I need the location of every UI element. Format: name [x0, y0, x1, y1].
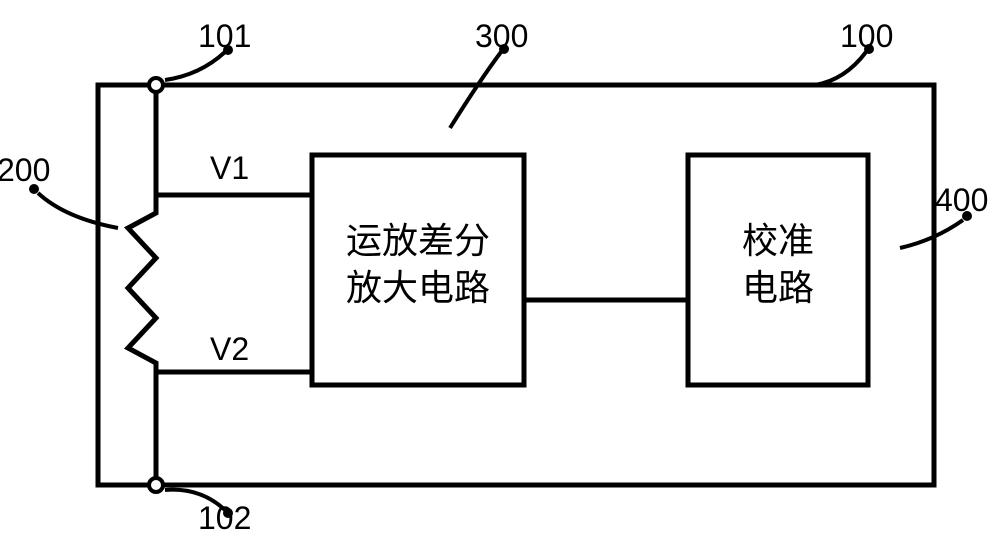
callout-label-300: 300: [475, 18, 528, 55]
callout-leader-100: [815, 52, 866, 85]
callout-leader-300: [450, 52, 501, 128]
callout-label-100: 100: [840, 18, 893, 55]
block-opamp-line1: 运放差分: [338, 218, 498, 265]
callout-label-101: 101: [198, 18, 251, 55]
callout-label-400: 400: [935, 182, 988, 219]
resistor-symbol: [128, 195, 156, 372]
callout-label-200: 200: [0, 152, 50, 189]
terminal-102: [149, 478, 163, 492]
signal-label-v2: V2: [210, 331, 249, 368]
block-opamp-line2: 放大电路: [338, 265, 498, 312]
diagram-canvas: [0, 0, 1000, 556]
callout-label-102: 102: [198, 500, 251, 537]
signal-label-v1: V1: [210, 150, 249, 187]
terminal-101: [149, 78, 163, 92]
callout-leader-200: [38, 193, 118, 228]
block-calib-line1: 校准: [720, 218, 836, 265]
callout-leader-101: [165, 52, 225, 80]
block-calib-line2: 电路: [720, 265, 836, 312]
